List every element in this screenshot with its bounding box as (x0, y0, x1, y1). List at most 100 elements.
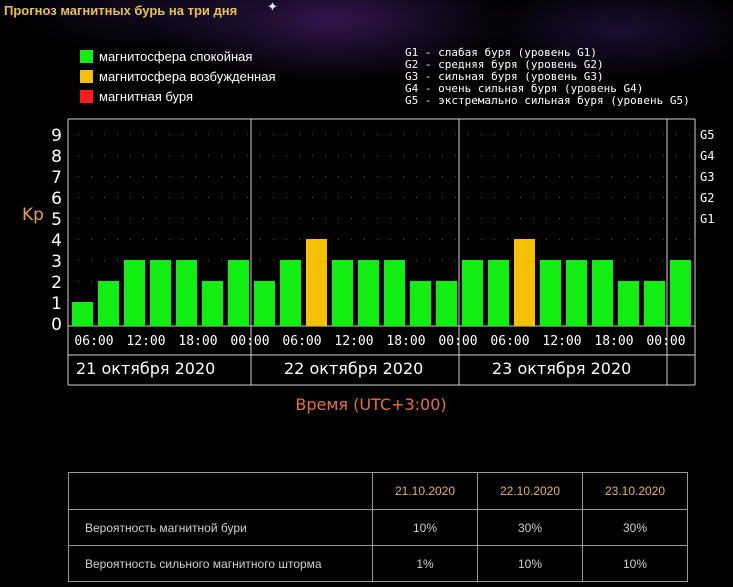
grid-dot (455, 239, 456, 240)
grid-dot (78, 176, 79, 177)
grid-dot (689, 155, 690, 156)
grid-dot (325, 134, 326, 135)
grid-dot (689, 176, 690, 177)
grid-dot (364, 134, 365, 135)
g-level-label: G3 (700, 170, 714, 184)
grid-dot (611, 155, 612, 156)
grid-dot (273, 176, 274, 177)
grid-dot (611, 197, 612, 198)
grid-dot (611, 239, 612, 240)
grid-dot (637, 218, 638, 219)
grid-dot (429, 239, 430, 240)
grid-dot (338, 239, 339, 240)
grid-dot (429, 197, 430, 198)
time-tick-label: 18:00 (178, 334, 217, 349)
grid-dot (143, 218, 144, 219)
grid-dot (221, 218, 222, 219)
grid-dot (130, 197, 131, 198)
grid-dot (286, 239, 287, 240)
table-date-header: 22.10.2020 (477, 472, 583, 510)
grid-dot (104, 176, 105, 177)
grid-dot (624, 260, 625, 261)
grid-dot (169, 176, 170, 177)
grid-dot (507, 239, 508, 240)
date-label: 21 октября 2020 (76, 359, 215, 378)
grid-dot (416, 218, 417, 219)
grid-dot (364, 155, 365, 156)
grid-dot (455, 218, 456, 219)
grid-dot (494, 218, 495, 219)
grid-dot (247, 239, 248, 240)
grid-dot (663, 239, 664, 240)
grid-dot (403, 197, 404, 198)
g-level-label: G4 (700, 149, 714, 163)
grid-dot (338, 176, 339, 177)
grid-dot (286, 155, 287, 156)
kp-bar (540, 260, 561, 326)
grid-dot (234, 134, 235, 135)
table-cell: 10% (477, 545, 583, 582)
grid-dot (676, 134, 677, 135)
grid-dot (195, 218, 196, 219)
grid-dot (403, 176, 404, 177)
storm-level-legend: G1 - слабая буря (уровень G1) G2 - средн… (405, 47, 690, 107)
grid-dot (169, 134, 170, 135)
grid-dot (260, 260, 261, 261)
grid-dot (221, 134, 222, 135)
grid-dot (104, 239, 105, 240)
kp-bar (124, 260, 145, 326)
grid-dot (351, 155, 352, 156)
kp-bar (462, 260, 483, 326)
grid-dot (494, 197, 495, 198)
grid-dot (507, 134, 508, 135)
grid-dot (325, 176, 326, 177)
grid-dot (624, 197, 625, 198)
grid-dot (351, 176, 352, 177)
grid-dot (403, 134, 404, 135)
grid-dot (234, 176, 235, 177)
grid-dot (520, 176, 521, 177)
grid-dot (325, 197, 326, 198)
kp-bar (618, 281, 639, 326)
grid-dot (221, 155, 222, 156)
table-cell: 30% (582, 509, 688, 546)
grid-dot (208, 197, 209, 198)
grid-dot (650, 134, 651, 135)
grid-dot (299, 134, 300, 135)
grid-dot (208, 239, 209, 240)
grid-dot (377, 239, 378, 240)
kp-bar (98, 281, 119, 326)
grid-dot (156, 197, 157, 198)
time-tick-label: 00:00 (438, 334, 477, 349)
grid-dot (442, 155, 443, 156)
grid-dot (429, 260, 430, 261)
grid-dot (78, 281, 79, 282)
grid-dot (182, 134, 183, 135)
grid-dot (520, 134, 521, 135)
kp-bar (72, 302, 93, 326)
y-axis-label: Kp (22, 205, 44, 225)
grid-dot (481, 218, 482, 219)
grid-dot (455, 197, 456, 198)
grid-dot (494, 176, 495, 177)
grid-dot (299, 155, 300, 156)
grid-dot (273, 197, 274, 198)
grid-dot (130, 239, 131, 240)
grid-dot (286, 176, 287, 177)
grid-dot (182, 197, 183, 198)
kp-bar (566, 260, 587, 326)
table-corner-cell (68, 472, 373, 510)
grid-dot (91, 218, 92, 219)
grid-dot (221, 260, 222, 261)
grid-dot (611, 134, 612, 135)
grid-dot (533, 218, 534, 219)
grid-dot (585, 134, 586, 135)
grid-dot (585, 155, 586, 156)
grid-dot (468, 218, 469, 219)
legend-label-calm: магнитосфера спокойная (99, 48, 253, 64)
table-row: Вероятность сильного магнитного шторма 1… (68, 545, 688, 582)
legend-swatch-active (80, 69, 93, 83)
grid-dot (481, 155, 482, 156)
grid-dot (208, 260, 209, 261)
